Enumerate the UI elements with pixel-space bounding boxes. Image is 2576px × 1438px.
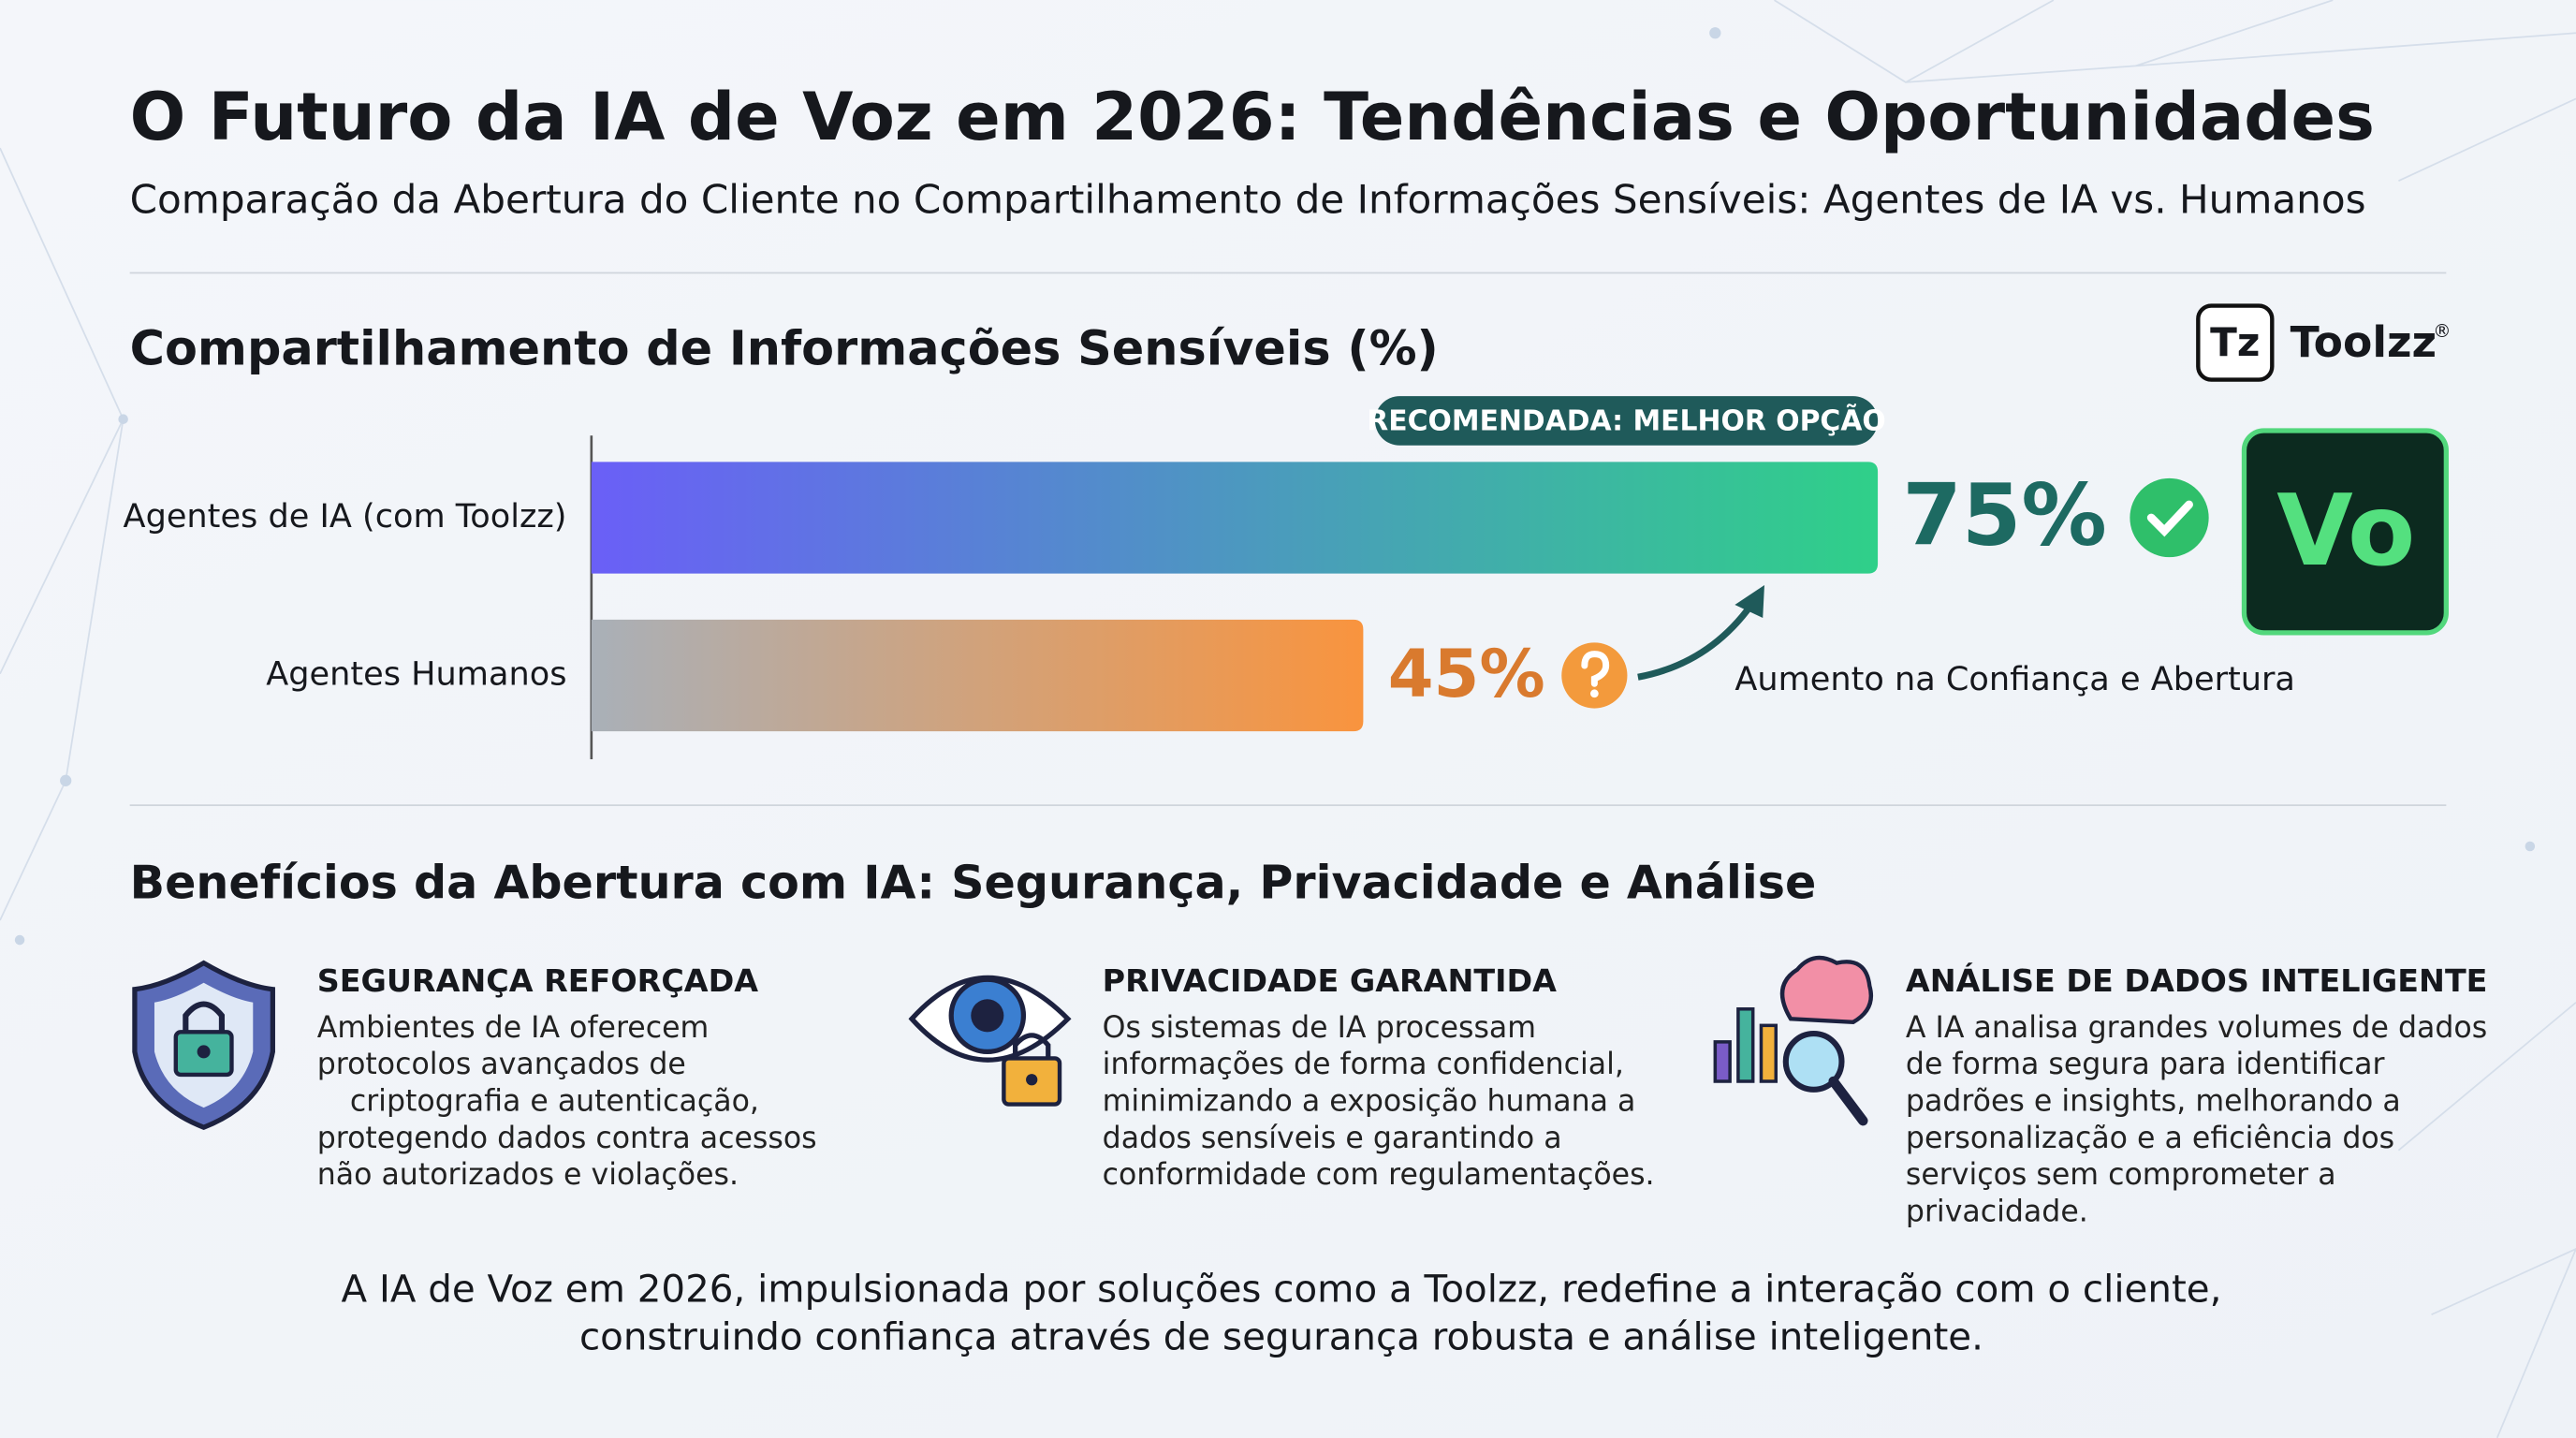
logo-registered: ®: [2433, 320, 2451, 342]
analytics-icon: [1713, 955, 1874, 1126]
benefits-title: Benefícios da Abertura com IA: Segurança…: [130, 856, 1817, 910]
subtitle: Comparação da Abertura do Cliente no Com…: [130, 177, 2366, 223]
benefit-text: padrões e insights, melhorando a: [1906, 1084, 2401, 1118]
trend-arrow: [1637, 602, 1754, 681]
benefit-text: personalização e a eficiência dos: [1906, 1122, 2394, 1155]
benefit-title: SEGURANÇA REFORÇADA: [317, 962, 759, 999]
trend-arrow-head: [1734, 584, 1764, 619]
category-label: Agentes de IA (com Toolzz): [124, 497, 567, 536]
check-icon: [2130, 477, 2209, 558]
shield-icon: [132, 960, 275, 1130]
question-mark: [1581, 651, 1610, 687]
benefit-text: protegendo dados contra acessos: [317, 1122, 817, 1155]
chart-title: Compartilhamento de Informações Sensívei…: [130, 322, 1439, 377]
benefit-text: criptografia e autenticação,: [350, 1084, 759, 1118]
bar-chart: Agentes de IA (com Toolzz) 75% Agentes Hum…: [124, 396, 2209, 732]
network-dots: [14, 27, 2536, 946]
eye-icon: [908, 975, 1072, 1107]
benefit-text: Ambientes de IA oferecem: [317, 1011, 710, 1045]
benefit-text: Os sistemas de IA processam: [1103, 1011, 1536, 1045]
benefit-text: de forma segura para identificar: [1906, 1048, 2385, 1081]
question-dot: [1589, 689, 1599, 698]
benefit-text: A IA analisa grandes volumes de dados: [1906, 1011, 2487, 1045]
value-label: 45%: [1388, 636, 1545, 712]
benefit-text: minimizando a exposição humana a: [1103, 1084, 1636, 1118]
badge-text: RECOMENDADA: MELHOR OPÇÃO: [1367, 404, 1885, 438]
logo-box: [2196, 303, 2275, 382]
vo-badge: [2241, 428, 2449, 636]
value-label: 75%: [1902, 464, 2106, 565]
benefit-text: não autorizados e violações.: [317, 1158, 739, 1192]
logo-name: Toolzz: [2291, 317, 2437, 367]
benefit-title: PRIVACIDADE GARANTIDA: [1103, 962, 1557, 999]
footer-text: A IA de Voz em 2026, impulsionada por so…: [342, 1268, 2222, 1312]
benefit-text: privacidade.: [1906, 1195, 2088, 1228]
benefits: SEGURANÇA REFORÇADA Ambientes de IA ofere…: [317, 961, 2488, 1228]
category-label: Agentes Humanos: [266, 654, 566, 693]
bar: [591, 462, 1879, 574]
logo-mark: Tz: [2210, 319, 2260, 365]
vo-text: Vo: [2276, 473, 2415, 588]
title: O Futuro da IA de Voz em 2026: Tendência…: [130, 79, 2375, 155]
annotation: Aumento na Confiança e Abertura: [1734, 660, 2295, 698]
benefit-text: dados sensíveis e garantindo a: [1103, 1122, 1562, 1155]
benefit-text: informações de forma confidencial,: [1103, 1048, 1624, 1081]
footer-text: construindo confiança através de seguran…: [579, 1315, 1983, 1359]
bar: [591, 619, 1364, 732]
benefit-text: protocolos avançados de: [317, 1048, 686, 1081]
benefit-text: serviços sem comprometer a: [1906, 1158, 2336, 1192]
check-mark: [2146, 500, 2193, 537]
benefit-text: conformidade com regulamentações.: [1103, 1158, 1655, 1192]
badge-bg: [1375, 396, 1879, 446]
benefit-title: ANÁLISE DE DADOS INTELIGENTE: [1906, 961, 2488, 999]
footer: A IA de Voz em 2026, impulsionada por so…: [342, 1268, 2222, 1359]
